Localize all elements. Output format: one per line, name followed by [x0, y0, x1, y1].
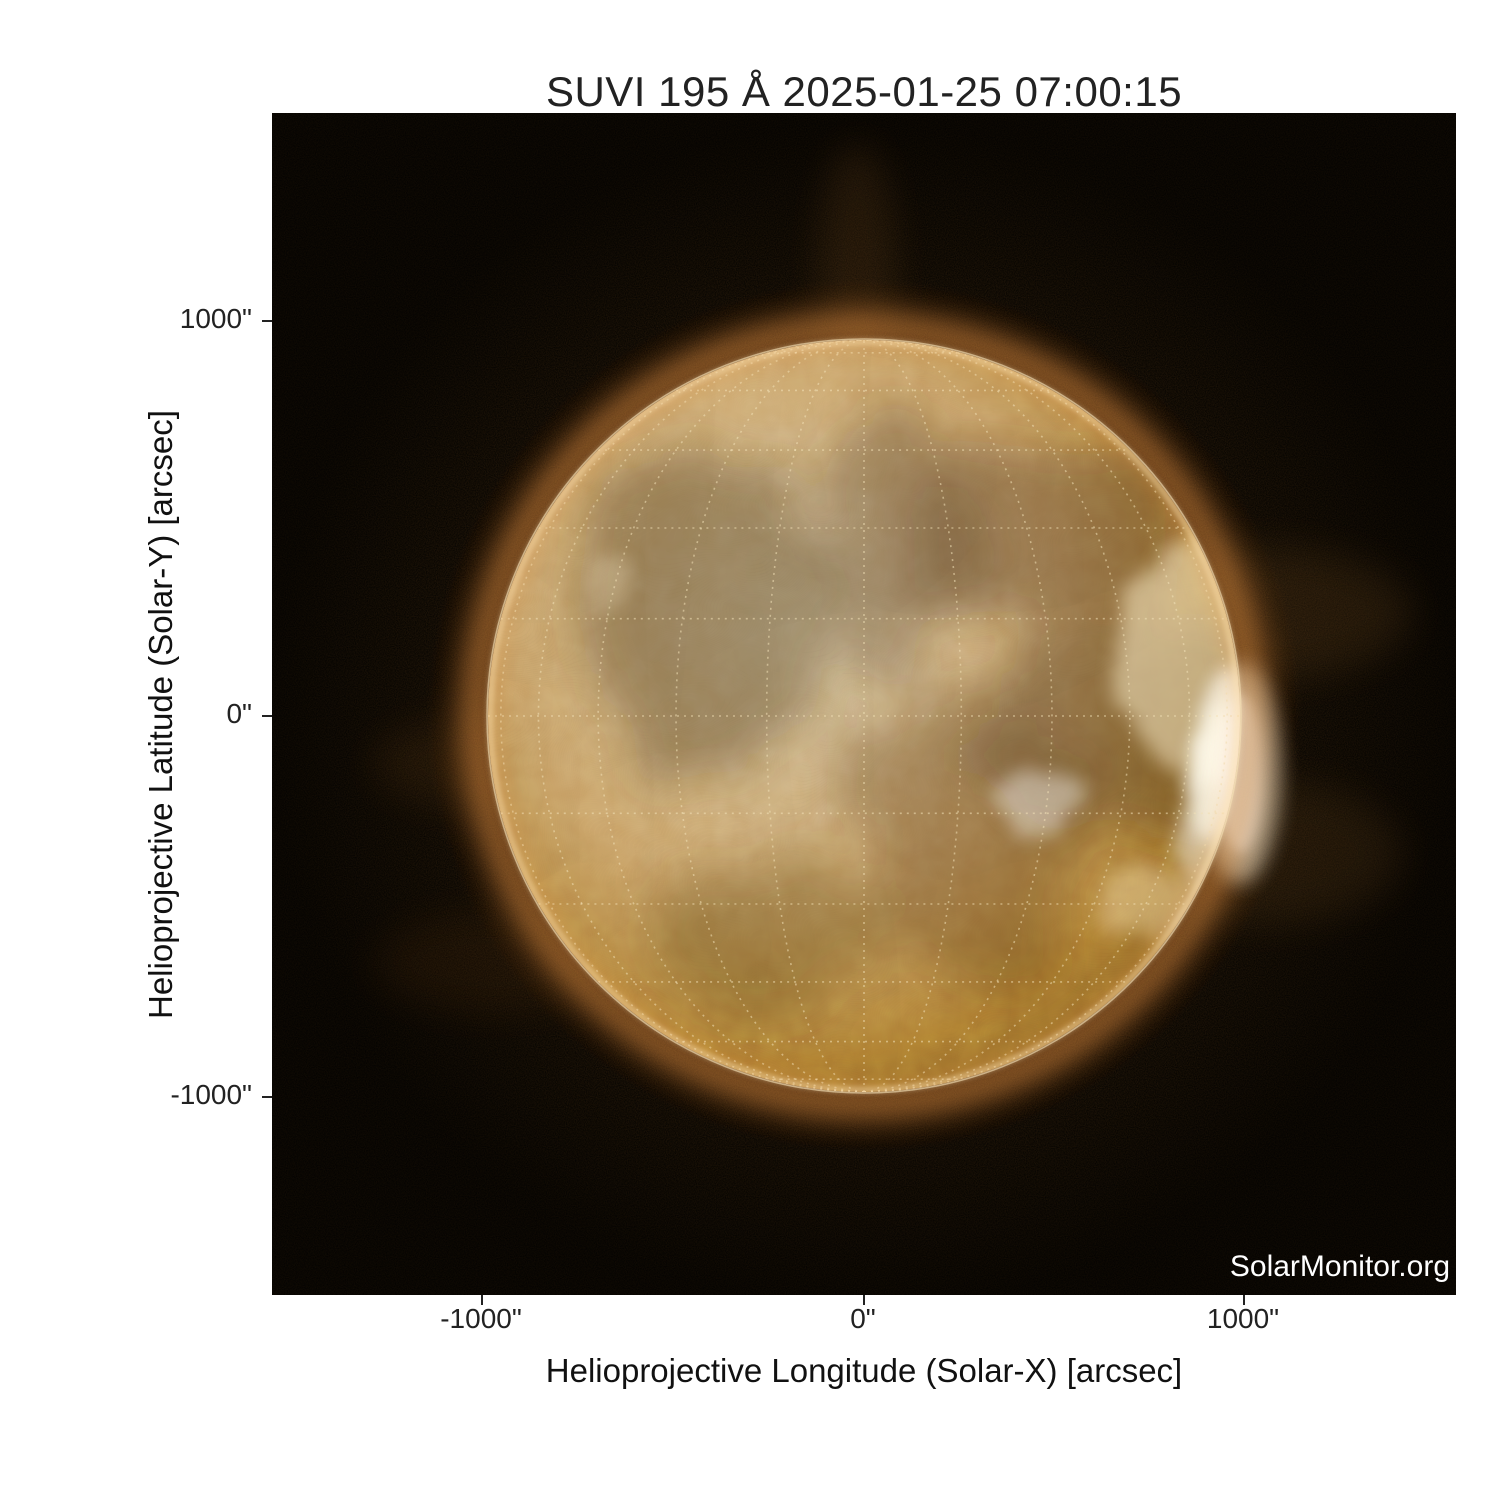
svg-text:SolarMonitor.org: SolarMonitor.org	[1230, 1250, 1450, 1283]
